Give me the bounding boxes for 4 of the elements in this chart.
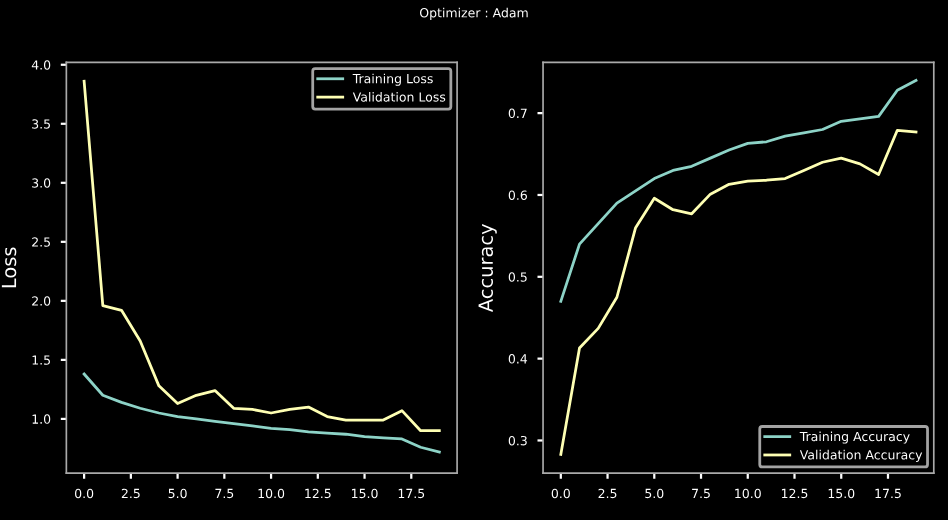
line-series (559, 79, 918, 303)
line-series (82, 372, 441, 454)
y-axis-title: Accuracy (478, 223, 497, 313)
y-axis-title: Loss (1, 247, 17, 288)
